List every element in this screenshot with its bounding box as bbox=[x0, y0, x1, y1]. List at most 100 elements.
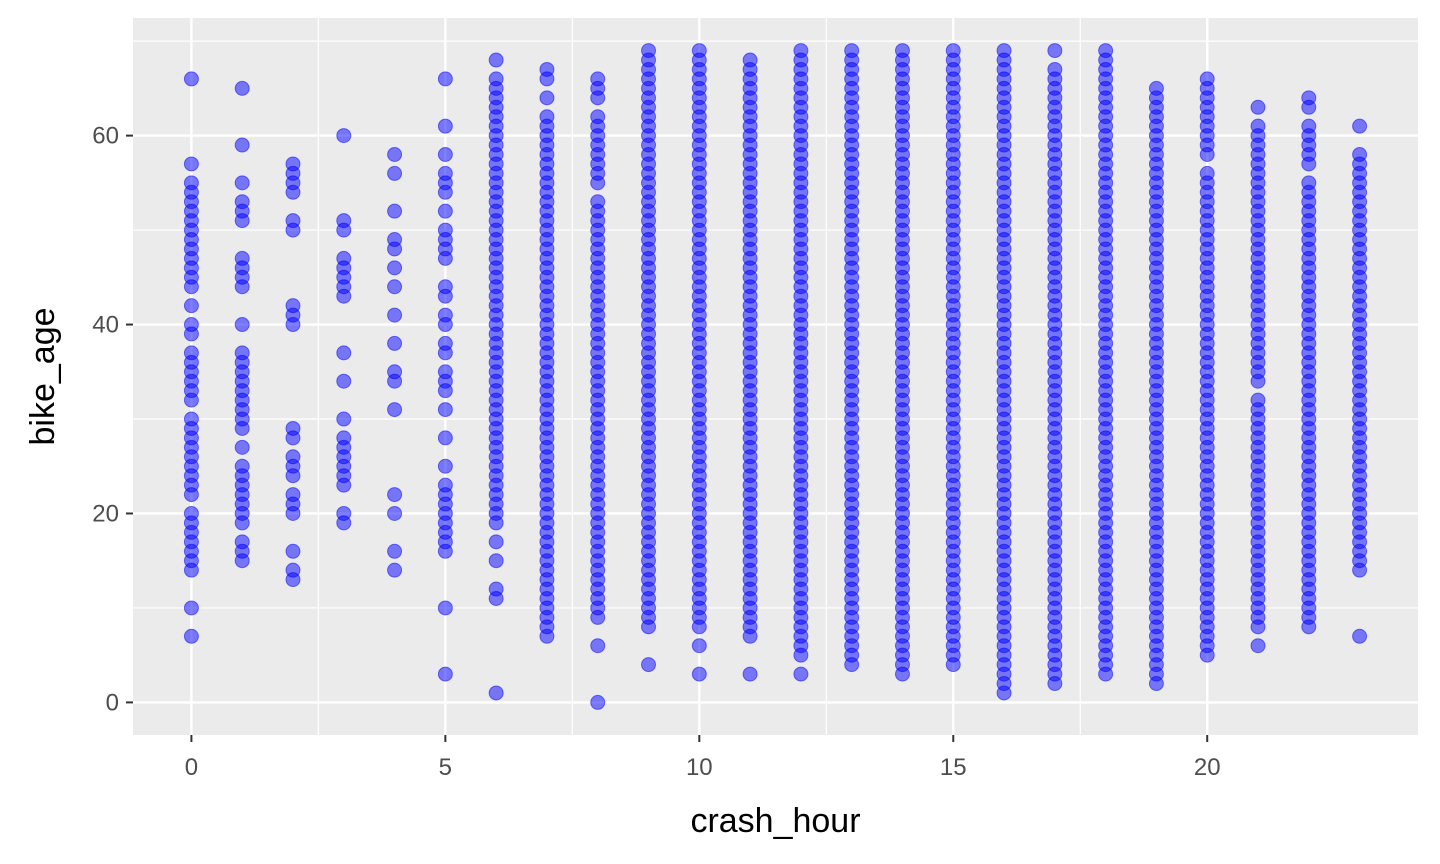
data-point bbox=[437, 250, 453, 266]
data-point bbox=[641, 619, 657, 635]
data-point bbox=[234, 137, 250, 153]
y-axis-ticks: 0 20 40 60 bbox=[92, 123, 133, 716]
data-point bbox=[1148, 676, 1164, 692]
data-point bbox=[183, 628, 199, 644]
data-point bbox=[539, 71, 555, 87]
data-point bbox=[1352, 562, 1368, 578]
data-point bbox=[285, 505, 301, 521]
data-point bbox=[234, 213, 250, 229]
data-point bbox=[691, 666, 707, 682]
data-point bbox=[336, 128, 352, 144]
data-point bbox=[590, 638, 606, 654]
data-point bbox=[183, 600, 199, 616]
data-point bbox=[1199, 647, 1215, 663]
data-point bbox=[336, 515, 352, 531]
data-point bbox=[1098, 666, 1114, 682]
data-point bbox=[437, 543, 453, 559]
data-point bbox=[437, 345, 453, 361]
data-point bbox=[387, 505, 403, 521]
data-point bbox=[641, 657, 657, 673]
data-point bbox=[844, 657, 860, 673]
data-point bbox=[387, 335, 403, 351]
data-point bbox=[234, 175, 250, 191]
data-point bbox=[336, 288, 352, 304]
data-point bbox=[437, 430, 453, 446]
data-point bbox=[437, 118, 453, 134]
data-point bbox=[336, 222, 352, 238]
data-point bbox=[945, 657, 961, 673]
data-point bbox=[437, 71, 453, 87]
data-point bbox=[183, 562, 199, 578]
data-point bbox=[488, 534, 504, 550]
data-point bbox=[437, 458, 453, 474]
x-tick-label: 0 bbox=[185, 754, 198, 781]
data-point bbox=[387, 279, 403, 295]
x-tick-label: 10 bbox=[686, 754, 713, 781]
data-point bbox=[894, 666, 910, 682]
data-point bbox=[387, 147, 403, 163]
data-point bbox=[387, 260, 403, 276]
data-point bbox=[1047, 43, 1063, 59]
data-point bbox=[1301, 619, 1317, 635]
data-point bbox=[437, 288, 453, 304]
data-point bbox=[387, 487, 403, 503]
data-point bbox=[793, 647, 809, 663]
data-point bbox=[234, 515, 250, 531]
data-point bbox=[1352, 118, 1368, 134]
data-point bbox=[336, 477, 352, 493]
data-point bbox=[336, 373, 352, 389]
data-point bbox=[387, 241, 403, 257]
data-point bbox=[387, 373, 403, 389]
plot-panel bbox=[133, 18, 1418, 735]
y-tick-label: 40 bbox=[92, 312, 119, 339]
data-point bbox=[590, 694, 606, 710]
data-point bbox=[1250, 619, 1266, 635]
data-point bbox=[742, 628, 758, 644]
data-point bbox=[183, 487, 199, 503]
data-point bbox=[387, 562, 403, 578]
data-point bbox=[742, 666, 758, 682]
data-point bbox=[183, 71, 199, 87]
data-point bbox=[1301, 99, 1317, 115]
data-point bbox=[1250, 373, 1266, 389]
data-point bbox=[285, 222, 301, 238]
data-point bbox=[387, 165, 403, 181]
data-point bbox=[336, 411, 352, 427]
data-point bbox=[437, 402, 453, 418]
data-point bbox=[387, 307, 403, 323]
data-point bbox=[183, 392, 199, 408]
data-point bbox=[1352, 628, 1368, 644]
x-axis-title: crash_hour bbox=[690, 802, 860, 840]
data-point bbox=[1301, 156, 1317, 172]
data-point bbox=[285, 317, 301, 333]
data-point bbox=[285, 543, 301, 559]
data-points bbox=[183, 43, 1368, 710]
data-point bbox=[183, 298, 199, 314]
x-axis-ticks: 0 5 10 15 20 bbox=[185, 735, 1221, 781]
data-point bbox=[996, 685, 1012, 701]
data-point bbox=[539, 90, 555, 106]
data-point bbox=[183, 279, 199, 295]
data-point bbox=[539, 628, 555, 644]
data-point bbox=[1199, 147, 1215, 163]
x-tick-label: 15 bbox=[940, 754, 967, 781]
data-point bbox=[387, 203, 403, 219]
data-point bbox=[234, 317, 250, 333]
x-tick-label: 5 bbox=[439, 754, 452, 781]
data-point bbox=[285, 572, 301, 588]
data-point bbox=[285, 468, 301, 484]
data-point bbox=[387, 402, 403, 418]
data-point bbox=[590, 175, 606, 191]
data-point bbox=[488, 515, 504, 531]
data-point bbox=[183, 156, 199, 172]
data-point bbox=[437, 147, 453, 163]
data-point bbox=[590, 90, 606, 106]
data-point bbox=[691, 619, 707, 635]
data-point bbox=[437, 600, 453, 616]
y-tick-label: 60 bbox=[92, 123, 119, 150]
data-point bbox=[488, 685, 504, 701]
data-point bbox=[793, 666, 809, 682]
data-point bbox=[488, 52, 504, 68]
data-point bbox=[234, 279, 250, 295]
